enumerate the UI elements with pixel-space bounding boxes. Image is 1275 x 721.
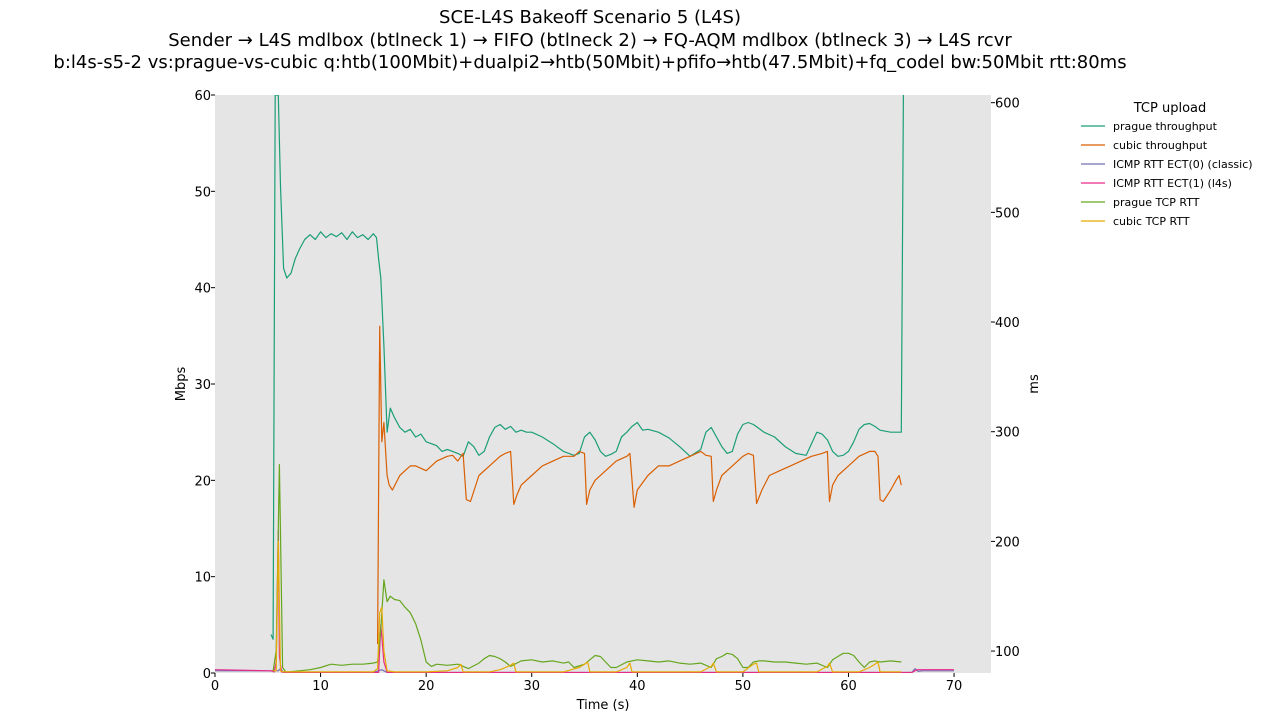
x-tick-label: 30 — [523, 679, 540, 694]
y-right-tick-label: 600 — [995, 97, 1020, 112]
x-tick-label: 0 — [211, 679, 219, 694]
y-right-tick-label: 300 — [995, 426, 1020, 441]
chart-title: SCE-L4S Bakeoff Scenario 5 (L4S) Sender … — [53, 7, 1126, 73]
legend-label: prague TCP RTT — [1113, 196, 1200, 209]
legend-entry: cubic TCP RTT — [1081, 215, 1190, 228]
axes-layer: 0 10 20 30 40 50 60 70 0 10 20 30 40 50 60 100 200 300 400… — [194, 89, 1019, 694]
legend: TCP upload prague throughput cubic throug… — [1081, 101, 1253, 228]
y-axis-right-label: ms — [1027, 374, 1042, 394]
legend-label: cubic throughput — [1113, 139, 1208, 152]
series-line-6 — [273, 540, 902, 673]
legend-label: prague throughput — [1113, 120, 1218, 133]
x-tick-label: 50 — [735, 679, 752, 694]
legend-label: cubic TCP RTT — [1113, 215, 1190, 228]
legend-entry: ICMP RTT ECT(1) (l4s) — [1081, 177, 1232, 190]
legend-entry: prague throughput — [1081, 120, 1218, 133]
legend-items: prague throughput cubic throughput ICMP RT… — [1081, 120, 1253, 228]
y-left-tick-label: 20 — [194, 474, 211, 489]
y-left-tick-label: 10 — [194, 571, 211, 586]
y-axis-left-label: Mbps — [174, 367, 189, 402]
legend-label: ICMP RTT ECT(0) (classic) — [1113, 158, 1253, 171]
series-line-5 — [272, 464, 902, 673]
title-line-2: Sender → L4S mdlbox (btlneck 1) → FIFO (… — [168, 30, 1012, 51]
legend-label: ICMP RTT ECT(1) (l4s) — [1113, 177, 1232, 190]
x-tick-label: 20 — [418, 679, 435, 694]
x-tick-label: 40 — [629, 679, 646, 694]
series-layer — [215, 95, 954, 673]
title-line-1: SCE-L4S Bakeoff Scenario 5 (L4S) — [439, 7, 741, 28]
x-axis-label: Time (s) — [576, 698, 630, 713]
y-right-tick-label: 200 — [995, 535, 1020, 550]
legend-entry: ICMP RTT ECT(0) (classic) — [1081, 158, 1253, 171]
title-line-3: b:l4s-s5-2 vs:prague-vs-cubic q:htb(100M… — [53, 52, 1126, 73]
x-tick-label: 70 — [946, 679, 963, 694]
y-right-tick-label: 400 — [995, 316, 1020, 331]
legend-title: TCP upload — [1133, 101, 1207, 116]
series-line-1 — [270, 95, 905, 640]
legend-entry: prague TCP RTT — [1081, 196, 1200, 209]
y-left-tick-label: 60 — [194, 89, 211, 104]
y-left-tick-label: 0 — [203, 667, 211, 682]
series-line-2 — [377, 325, 902, 645]
y-left-tick-label: 50 — [194, 185, 211, 200]
y-left-tick-label: 40 — [194, 282, 211, 297]
y-right-tick-label: 500 — [995, 206, 1020, 221]
plot-area — [215, 95, 991, 673]
y-left-tick-label: 30 — [194, 378, 211, 393]
y-right-tick-label: 100 — [995, 645, 1020, 660]
x-tick-label: 10 — [312, 679, 329, 694]
legend-entry: cubic throughput — [1081, 139, 1208, 152]
x-tick-label: 60 — [840, 679, 857, 694]
